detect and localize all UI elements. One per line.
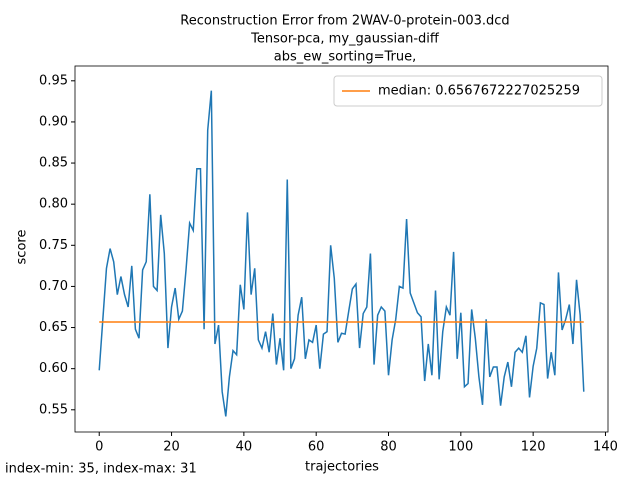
x-tick-label: 0 (95, 440, 103, 455)
y-tick-label: 0.55 (39, 402, 68, 417)
x-tick-label: 120 (521, 440, 546, 455)
x-axis-label: trajectories (305, 460, 379, 475)
annotation: index-min: 35, index-max: 31 (5, 462, 197, 477)
chart-title: Reconstruction Error from 2WAV-0-protein… (180, 14, 509, 29)
legend-label: median: 0.6567672227025259 (378, 84, 580, 99)
y-tick-label: 0.65 (39, 320, 68, 335)
x-tick-label: 60 (308, 440, 325, 455)
legend-box (333, 75, 603, 107)
y-tick-label: 0.70 (39, 279, 68, 294)
data-line (98, 90, 585, 417)
chart-title: abs_ew_sorting=True, (274, 50, 417, 65)
y-tick-label: 0.85 (39, 156, 68, 171)
y-tick-label: 0.95 (39, 73, 68, 88)
y-axis-label: score (15, 230, 30, 265)
y-tick-label: 0.60 (39, 361, 68, 376)
plot-frame (74, 65, 609, 433)
y-tick-label: 0.75 (39, 238, 68, 253)
y-tick-label: 0.80 (39, 197, 68, 212)
x-tick-label: 80 (380, 440, 397, 455)
x-tick-label: 20 (163, 440, 180, 455)
x-tick-label: 100 (448, 440, 473, 455)
x-tick-label: 40 (236, 440, 253, 455)
y-tick-label: 0.90 (39, 114, 68, 129)
x-tick-label: 140 (593, 440, 618, 455)
chart-title: Tensor-pca, my_gaussian-diff (250, 32, 440, 47)
